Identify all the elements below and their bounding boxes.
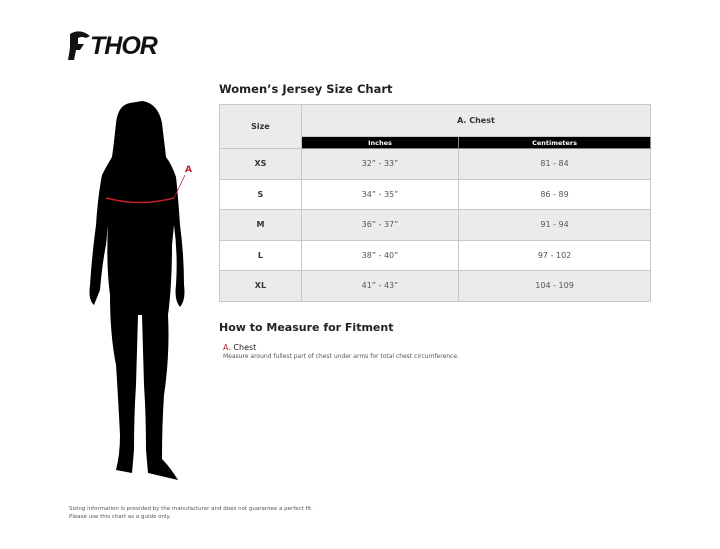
table-row: XL 41” - 43” 104 - 109 bbox=[219, 270, 651, 302]
inches-cell: 34” - 35” bbox=[300, 178, 460, 210]
female-silhouette bbox=[89, 101, 186, 480]
logo-text: THOR bbox=[90, 32, 158, 60]
size-cell: XS bbox=[219, 148, 302, 180]
cm-cell: 97 - 102 bbox=[458, 239, 651, 271]
size-header: Size bbox=[219, 104, 302, 149]
cm-cell: 81 - 84 bbox=[458, 148, 651, 180]
cm-cell: 86 - 89 bbox=[458, 178, 651, 210]
disclaimer-line: Please use this chart as a guide only. bbox=[69, 514, 171, 520]
cm-header: Centimeters bbox=[458, 136, 651, 149]
howto-heading: How to Measure for Fitment bbox=[219, 321, 394, 334]
measure-marker-a: A bbox=[185, 165, 192, 175]
chest-label-text: Chest bbox=[233, 343, 257, 352]
inches-cell: 36” - 37” bbox=[300, 209, 460, 241]
table-row: M 36” - 37” 91 - 94 bbox=[219, 209, 651, 241]
inches-cell: 32” - 33” bbox=[300, 148, 460, 180]
cm-cell: 104 - 109 bbox=[458, 270, 651, 302]
chest-description: Measure around fullest part of chest und… bbox=[223, 353, 459, 360]
chest-header: A. Chest bbox=[300, 104, 652, 137]
inches-cell: 38” - 40” bbox=[300, 239, 460, 271]
chest-letter: A. bbox=[223, 343, 231, 352]
disclaimer-line: Sizing information is provided by the ma… bbox=[69, 506, 313, 512]
size-cell: S bbox=[219, 178, 302, 210]
size-cell: L bbox=[219, 239, 302, 271]
inches-header: Inches bbox=[300, 136, 460, 149]
chest-label: A. Chest bbox=[223, 343, 256, 352]
helmet-icon bbox=[68, 31, 90, 60]
table-row: S 34” - 35” 86 - 89 bbox=[219, 178, 651, 210]
size-cell: XL bbox=[219, 270, 302, 302]
thor-logo: THOR bbox=[68, 30, 173, 64]
cm-cell: 91 - 94 bbox=[458, 209, 651, 241]
table-row: L 38” - 40” 97 - 102 bbox=[219, 239, 651, 271]
size-cell: M bbox=[219, 209, 302, 241]
footer-disclaimer: Sizing information is provided by the ma… bbox=[69, 505, 313, 521]
page-title: Women’s Jersey Size Chart bbox=[219, 82, 393, 96]
inches-cell: 41” - 43” bbox=[300, 270, 460, 302]
size-chart-table: Size A. Chest Inches Centimeters XS 32” -… bbox=[219, 104, 652, 302]
table-row: XS 32” - 33” 81 - 84 bbox=[219, 148, 651, 180]
